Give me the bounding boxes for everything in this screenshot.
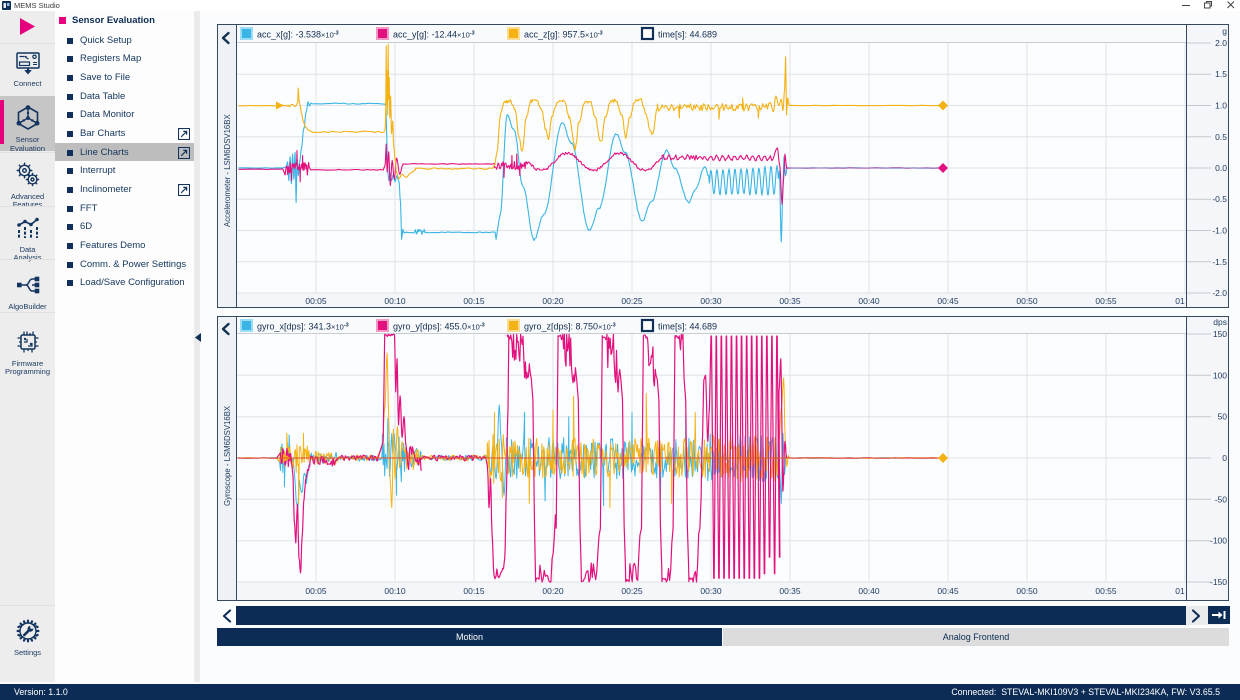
svg-text:2.0: 2.0 (1215, 38, 1227, 48)
svg-text:-2.0: -2.0 (1212, 288, 1227, 298)
svg-text:01: 01 (1175, 586, 1185, 596)
svg-text:00:20: 00:20 (542, 296, 564, 306)
svg-text:00:55: 00:55 (1095, 586, 1117, 596)
svg-text:00:10: 00:10 (384, 296, 406, 306)
svg-text:g: g (1222, 26, 1227, 36)
svg-text:gyro_x[dps]: 341.3×10-3: gyro_x[dps]: 341.3×10-3 (257, 322, 349, 332)
svg-text:dps: dps (1213, 317, 1227, 327)
svg-text:acc_y[g]: -12.44×10-3: acc_y[g]: -12.44×10-3 (393, 30, 475, 40)
svg-text:-150: -150 (1210, 577, 1227, 587)
svg-text:50: 50 (1218, 412, 1228, 422)
svg-text:gyro_y[dps]: 455.0×10-3: gyro_y[dps]: 455.0×10-3 (393, 322, 485, 332)
svg-text:00:25: 00:25 (621, 296, 643, 306)
svg-text:gyro_z[dps]: 8.750×10-3: gyro_z[dps]: 8.750×10-3 (524, 322, 616, 332)
svg-text:00:50: 00:50 (1016, 296, 1038, 306)
svg-text:00:35: 00:35 (779, 586, 801, 596)
svg-text:-0.5: -0.5 (1212, 194, 1227, 204)
svg-text:1.0: 1.0 (1215, 101, 1227, 111)
svg-text:1.5: 1.5 (1215, 69, 1227, 79)
svg-text:00:05: 00:05 (305, 296, 327, 306)
svg-text:00:50: 00:50 (1016, 586, 1038, 596)
svg-text:00:40: 00:40 (858, 296, 880, 306)
svg-text:time[s]: 44.689: time[s]: 44.689 (658, 30, 717, 40)
svg-text:0: 0 (1222, 453, 1227, 463)
svg-text:acc_x[g]: -3.538×10-3: acc_x[g]: -3.538×10-3 (257, 30, 339, 40)
svg-text:01: 01 (1175, 296, 1185, 306)
svg-text:00:55: 00:55 (1095, 296, 1117, 306)
svg-text:00:45: 00:45 (937, 296, 959, 306)
svg-text:00:15: 00:15 (463, 586, 485, 596)
svg-text:00:30: 00:30 (700, 586, 722, 596)
svg-text:-50: -50 (1215, 494, 1228, 504)
svg-text:-100: -100 (1210, 536, 1227, 546)
svg-text:00:30: 00:30 (700, 296, 722, 306)
svg-text:0.0: 0.0 (1215, 163, 1227, 173)
svg-text:acc_z[g]: 957.5×10-3: acc_z[g]: 957.5×10-3 (524, 30, 603, 40)
svg-text:-1.0: -1.0 (1212, 226, 1227, 236)
svg-text:-1.5: -1.5 (1212, 257, 1227, 267)
svg-text:Gyroscope - LSM6DSV16BX: Gyroscope - LSM6DSV16BX (223, 405, 232, 506)
svg-text:00:40: 00:40 (858, 586, 880, 596)
svg-text:time[s]: 44.689: time[s]: 44.689 (658, 322, 717, 332)
svg-text:00:10: 00:10 (384, 586, 406, 596)
svg-text:00:05: 00:05 (305, 586, 327, 596)
svg-text:0.5: 0.5 (1215, 132, 1227, 142)
svg-text:100: 100 (1213, 370, 1227, 380)
svg-text:00:45: 00:45 (937, 586, 959, 596)
svg-text:150: 150 (1213, 329, 1227, 339)
svg-text:00:20: 00:20 (542, 586, 564, 596)
svg-text:00:15: 00:15 (463, 296, 485, 306)
svg-text:00:35: 00:35 (779, 296, 801, 306)
svg-text:Accelerometer - LSM6DSV16BX: Accelerometer - LSM6DSV16BX (223, 114, 232, 227)
svg-text:00:25: 00:25 (621, 586, 643, 596)
